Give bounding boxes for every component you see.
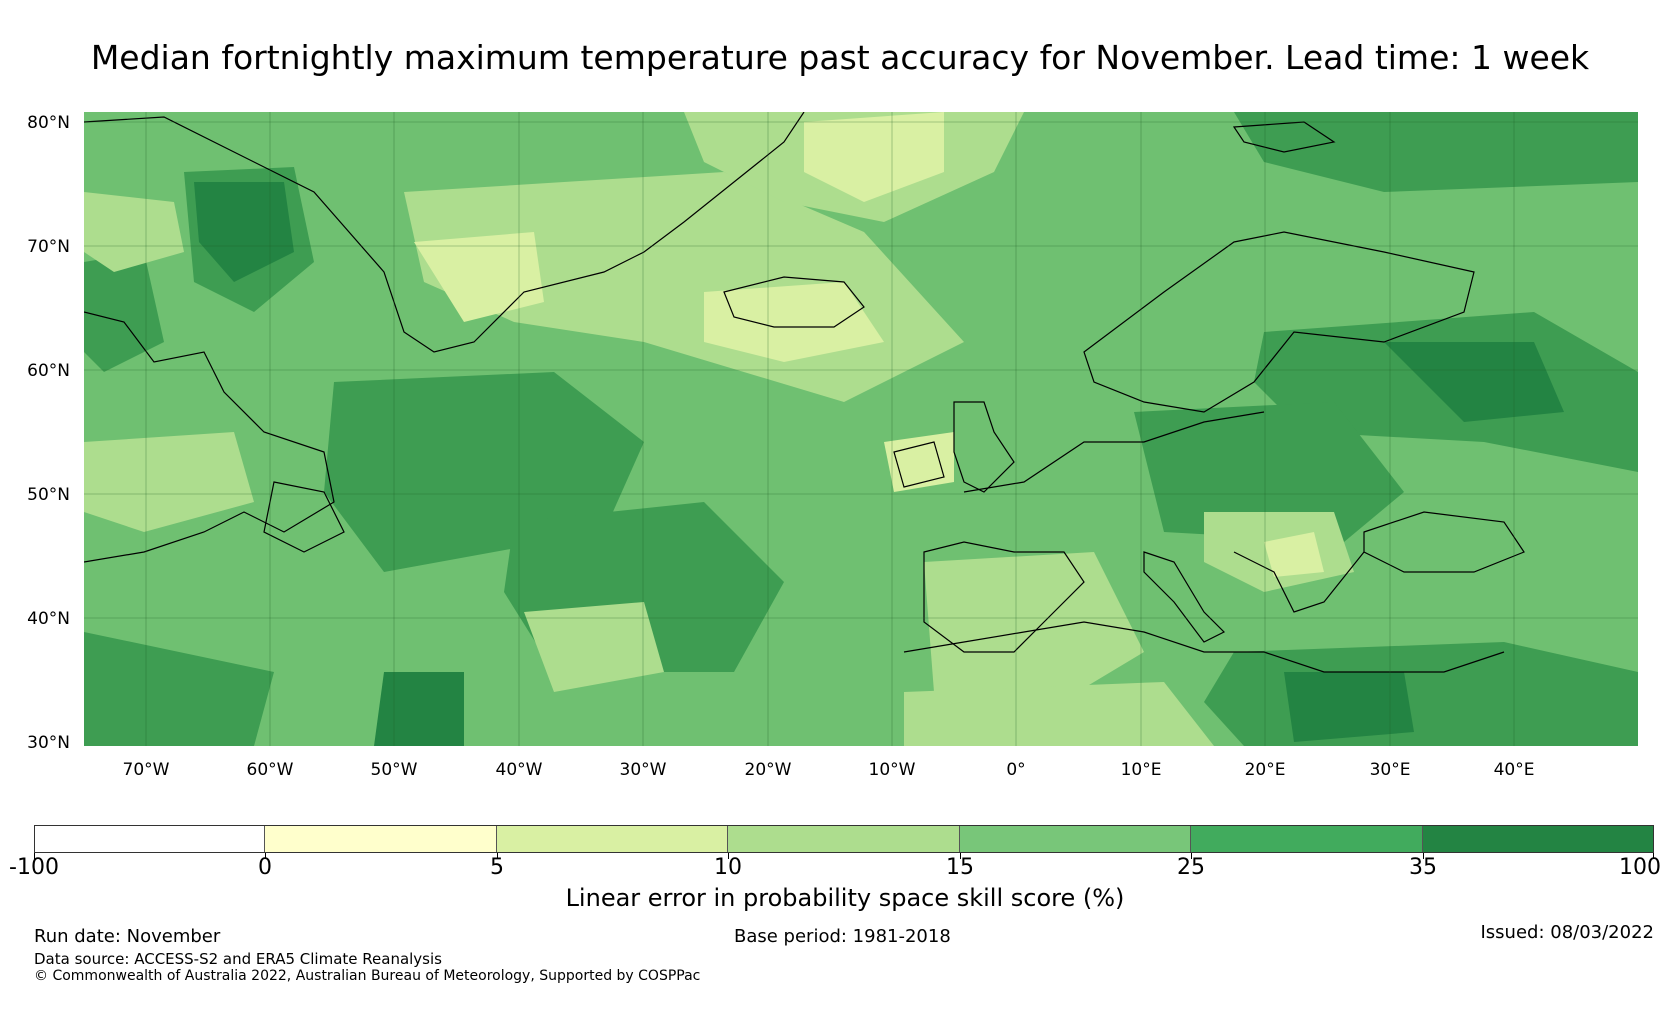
ireland-coast <box>893 441 945 488</box>
region-europe-east-dark <box>1134 402 1404 542</box>
newfoundland-coast <box>263 481 345 553</box>
skill-score-map <box>84 112 1638 746</box>
britain-coast <box>953 401 1015 493</box>
coastlines <box>84 112 1525 673</box>
region-labrador-dark <box>84 252 164 372</box>
colorbar-tick <box>1191 853 1192 859</box>
colorbar-segment-35-100 <box>1423 825 1654 853</box>
region-irminger-lightest <box>414 232 544 322</box>
region-north-africa-light <box>904 682 1214 746</box>
map-area <box>84 112 1638 746</box>
black-sea-coast <box>1363 511 1525 573</box>
lat-label-70n: 70°N <box>27 237 70 257</box>
region-west-atlantic-dark <box>84 632 274 746</box>
colorbar-tick <box>497 853 498 859</box>
lon-label-70w: 70°W <box>122 760 170 780</box>
lon-label-20w: 20°W <box>744 760 792 780</box>
colorbar-segment-25-35 <box>1191 825 1423 853</box>
region-west-light <box>84 432 254 532</box>
colorbar-segment-neg100-0 <box>34 825 265 853</box>
colorbar-tick-label: -100 <box>9 855 59 880</box>
colorbar-tick-label: 10 <box>714 855 742 880</box>
graticule <box>84 112 1638 746</box>
colorbar-tick-label: 100 <box>1619 855 1661 880</box>
lon-label-20e: 20°E <box>1244 760 1286 780</box>
colorbar-tick <box>728 853 729 859</box>
colorbar-tick <box>1653 853 1654 859</box>
iberia-coast <box>923 541 1085 653</box>
lon-label-60w: 60°W <box>246 760 294 780</box>
chart-title: Median fortnightly maximum temperature p… <box>90 38 1590 77</box>
lon-label-30e: 30°E <box>1369 760 1411 780</box>
lon-label-10w: 10°W <box>868 760 916 780</box>
base-period: Base period: 1981-2018 <box>734 926 951 947</box>
europe-coast <box>963 411 1265 493</box>
region-darkest-1 <box>194 182 294 282</box>
iceland-coast <box>723 276 865 328</box>
greenland-coast <box>84 112 805 353</box>
region-iceland-light <box>704 282 884 362</box>
run-date: Run date: November <box>34 926 221 947</box>
region-mediterranean-dark <box>1204 642 1638 746</box>
region-subtropical-light <box>524 602 664 692</box>
lat-label-60n: 60°N <box>27 361 70 381</box>
colorbar-tick-label: 0 <box>258 855 272 880</box>
lon-label-40w: 40°W <box>495 760 543 780</box>
colorbar-tick-label: 5 <box>490 855 504 880</box>
colorbar <box>34 825 1654 853</box>
region-darkest-4 <box>374 672 464 746</box>
colorbar-segment-15-25 <box>960 825 1191 853</box>
lat-label-40n: 40°N <box>27 609 70 629</box>
lon-label-30w: 30°W <box>619 760 667 780</box>
lon-label-50w: 50°W <box>370 760 418 780</box>
region-balkans-lightest <box>1264 532 1324 577</box>
region-lightest-north <box>804 112 944 202</box>
colorbar-tick-label: 15 <box>946 855 974 880</box>
copyright: © Commonwealth of Australia 2022, Austra… <box>34 968 701 984</box>
colorbar-segment-10-15 <box>728 825 960 853</box>
scandinavia-coast <box>1083 231 1475 413</box>
lon-label-10e: 10°E <box>1120 760 1162 780</box>
lon-label-0: 0° <box>1006 760 1026 780</box>
lat-label-30n: 30°N <box>27 733 70 753</box>
labrador-coast <box>84 311 335 563</box>
lat-label-50n: 50°N <box>27 485 70 505</box>
lon-label-40e: 40°E <box>1493 760 1535 780</box>
region-arctic-east-dark <box>1234 112 1638 192</box>
north-africa-coast <box>903 621 1505 673</box>
balkans-coast <box>1233 551 1365 613</box>
colorbar-tick <box>265 853 266 859</box>
colorbar-tick-label: 35 <box>1409 855 1437 880</box>
region-darkest-2 <box>1384 342 1564 422</box>
issued-date: Issued: 08/03/2022 <box>1480 922 1654 943</box>
region-darkest-3 <box>1284 672 1414 742</box>
lat-label-80n: 80°N <box>27 113 70 133</box>
colorbar-label: Linear error in probability space skill … <box>565 884 1125 912</box>
colorbar-segment-5-10 <box>497 825 728 853</box>
colorbar-tick <box>34 853 35 859</box>
data-source: Data source: ACCESS-S2 and ERA5 Climate … <box>34 950 442 968</box>
colorbar-tick <box>1423 853 1424 859</box>
svalbard-coast <box>1232 121 1336 153</box>
colorbar-segment-0-5 <box>265 825 497 853</box>
region-labrador-sea-light <box>84 192 184 272</box>
colorbar-tick-label: 25 <box>1177 855 1205 880</box>
colorbar-tick <box>960 853 961 859</box>
italy-coast <box>1143 551 1226 643</box>
